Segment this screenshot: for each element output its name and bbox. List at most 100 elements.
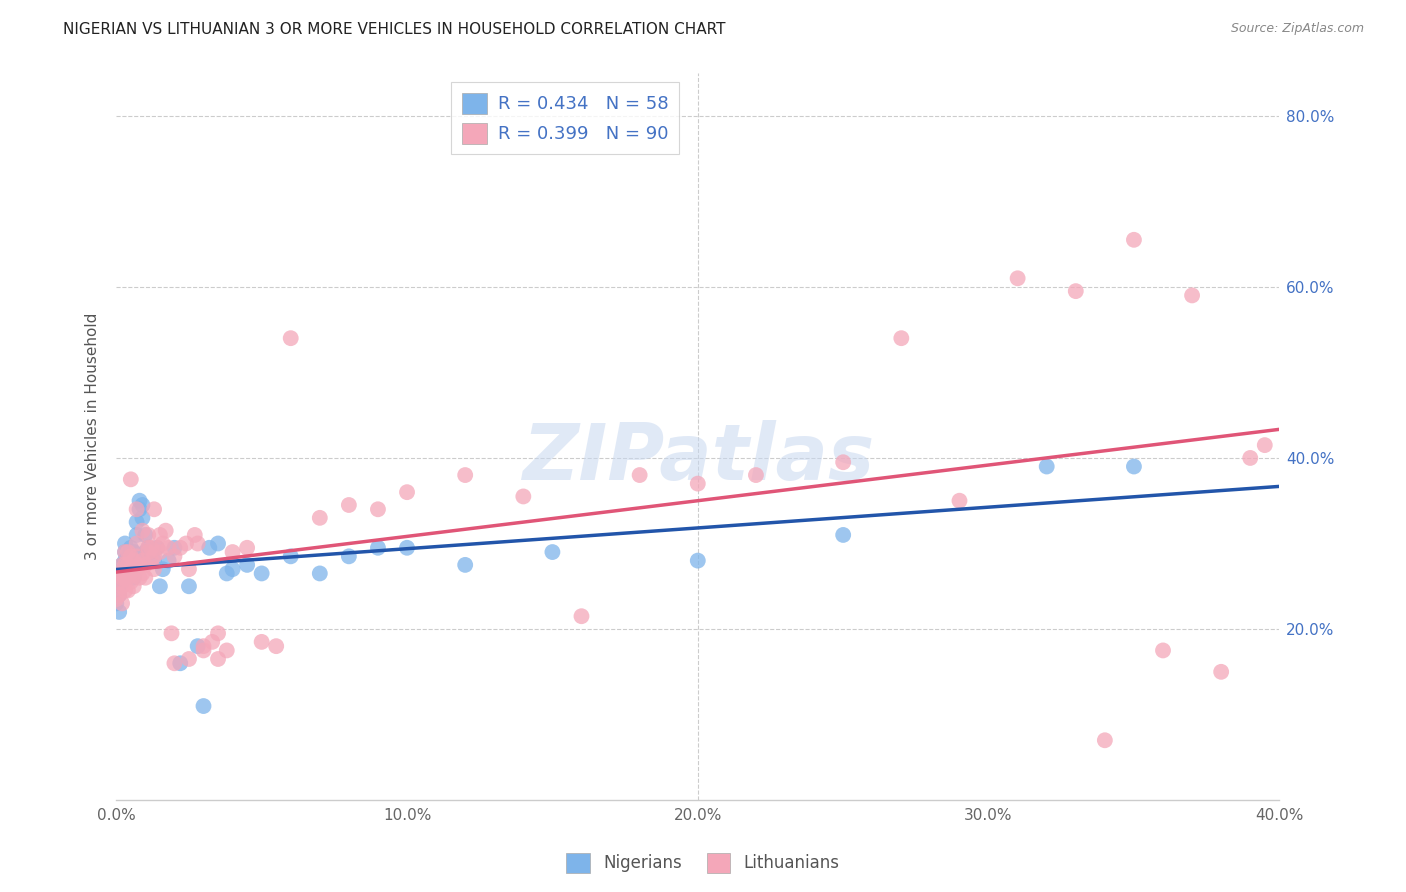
Point (193, 699, 215, 714)
Point (395, 485, 418, 500)
Point (131, 498, 153, 512)
Point (628, 468, 651, 483)
Point (187, 639, 209, 653)
Point (136, 541, 159, 555)
Point (157, 541, 180, 555)
Point (122, 545, 145, 559)
Point (120, 549, 142, 564)
Point (114, 553, 136, 567)
Point (143, 549, 166, 564)
Point (686, 476, 709, 491)
Point (163, 549, 186, 564)
Point (152, 562, 174, 576)
Point (454, 468, 477, 483)
Point (149, 579, 172, 593)
Point (131, 524, 153, 538)
Point (128, 502, 150, 516)
Point (207, 626, 229, 640)
Point (108, 574, 131, 589)
Point (152, 536, 174, 550)
Point (280, 331, 302, 345)
Point (187, 536, 209, 550)
Point (1211, 665, 1233, 679)
Point (117, 558, 139, 572)
Point (122, 553, 145, 567)
Point (454, 558, 477, 572)
Point (832, 455, 855, 469)
Point (117, 571, 139, 585)
Point (1094, 733, 1116, 747)
Point (221, 545, 243, 559)
Point (157, 553, 180, 567)
Point (184, 528, 207, 542)
Point (117, 545, 139, 559)
Point (122, 558, 145, 572)
Point (111, 579, 134, 593)
Point (832, 528, 855, 542)
Point (177, 579, 200, 593)
Point (337, 498, 360, 512)
Point (193, 639, 215, 653)
Point (122, 566, 145, 581)
Point (201, 635, 224, 649)
Point (108, 566, 131, 581)
Point (136, 541, 159, 555)
Point (111, 558, 134, 572)
Point (143, 502, 166, 516)
Point (114, 536, 136, 550)
Text: Source: ZipAtlas.com: Source: ZipAtlas.com (1230, 22, 1364, 36)
Point (128, 558, 150, 572)
Point (114, 558, 136, 572)
Point (141, 541, 163, 555)
Point (125, 528, 148, 542)
Point (890, 331, 912, 345)
Point (122, 579, 145, 593)
Point (117, 566, 139, 581)
Point (125, 536, 148, 550)
Point (193, 643, 215, 657)
Point (250, 566, 273, 581)
Point (367, 502, 389, 516)
Point (1007, 271, 1029, 285)
Point (177, 652, 200, 666)
Point (146, 541, 169, 555)
Point (125, 562, 148, 576)
Point (108, 588, 131, 602)
Point (120, 562, 142, 576)
Point (117, 583, 139, 598)
Point (146, 541, 169, 555)
Point (134, 571, 156, 585)
Point (367, 541, 389, 555)
Point (221, 562, 243, 576)
Point (141, 553, 163, 567)
Point (149, 528, 172, 542)
Point (308, 566, 330, 581)
Point (108, 588, 131, 602)
Point (1152, 643, 1174, 657)
Point (169, 657, 191, 671)
Point (136, 528, 159, 542)
Point (1122, 459, 1144, 474)
Point (149, 545, 172, 559)
Point (264, 639, 287, 653)
Point (120, 472, 142, 486)
Point (198, 541, 221, 555)
Point (745, 468, 768, 483)
Point (111, 571, 134, 585)
Point (114, 571, 136, 585)
Point (948, 493, 970, 508)
Point (122, 571, 145, 585)
Point (141, 545, 163, 559)
Point (541, 545, 564, 559)
Point (120, 549, 142, 564)
Point (105, 592, 128, 607)
Point (686, 553, 709, 567)
Point (111, 574, 134, 589)
Point (111, 596, 134, 610)
Point (177, 562, 200, 576)
Point (120, 541, 142, 555)
Point (215, 643, 238, 657)
Point (114, 583, 136, 598)
Point (134, 545, 156, 559)
Point (163, 541, 186, 555)
